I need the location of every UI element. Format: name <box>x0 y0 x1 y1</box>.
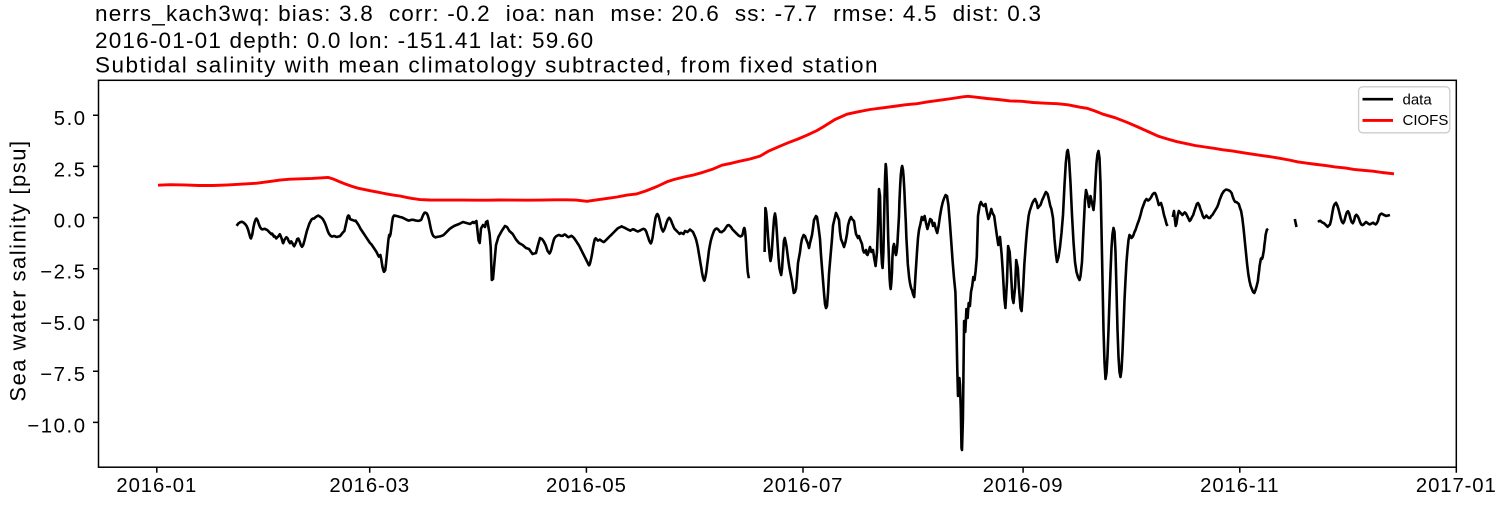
svg-text:0.0: 0.0 <box>54 211 87 233</box>
svg-text:2016-05: 2016-05 <box>546 475 627 497</box>
svg-text:nerrs_kach3wq: bias: 3.8 corr: nerrs_kach3wq: bias: 3.8 corr: -0.2 ioa:… <box>95 1 1042 26</box>
svg-text:−2.5: −2.5 <box>40 262 86 284</box>
svg-text:2016-09: 2016-09 <box>983 475 1064 497</box>
svg-text:CIOFS: CIOFS <box>1403 112 1449 129</box>
svg-text:2016-01: 2016-01 <box>116 475 197 497</box>
svg-text:−7.5: −7.5 <box>40 364 86 386</box>
svg-text:−5.0: −5.0 <box>40 313 86 335</box>
svg-text:data: data <box>1403 91 1433 108</box>
svg-text:5.0: 5.0 <box>54 108 87 130</box>
svg-text:Subtidal salinity with mean cl: Subtidal salinity with mean climatology … <box>95 53 879 78</box>
svg-text:2016-03: 2016-03 <box>329 475 410 497</box>
svg-text:2016-11: 2016-11 <box>1200 475 1279 497</box>
svg-text:2017-01: 2017-01 <box>1416 475 1497 497</box>
svg-text:2016-01-01 depth: 0.0 lon: -15: 2016-01-01 depth: 0.0 lon: -151.41 lat: … <box>95 28 594 53</box>
svg-text:Sea water salinity [psu]: Sea water salinity [psu] <box>6 139 31 401</box>
svg-text:2.5: 2.5 <box>54 159 87 181</box>
svg-text:−10.0: −10.0 <box>27 415 86 437</box>
svg-text:2016-07: 2016-07 <box>763 475 844 497</box>
